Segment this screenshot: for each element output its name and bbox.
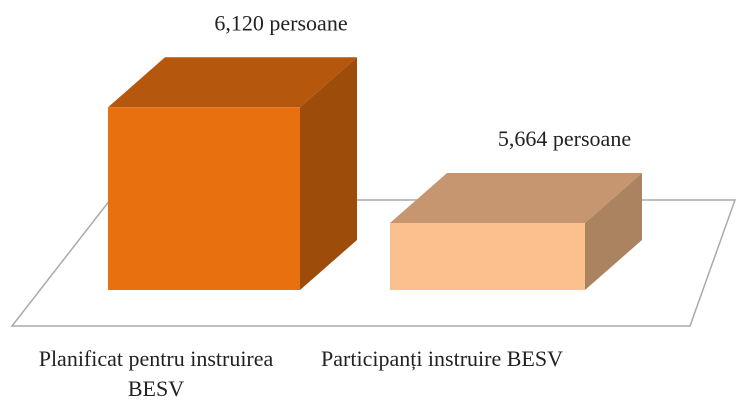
bar-top	[390, 173, 642, 224]
x-tick-label: Planificat pentru instruirea BESV	[38, 346, 274, 401]
data-label: 6,120 persoane	[214, 10, 347, 35]
bar-side	[300, 57, 357, 290]
bar-side	[585, 173, 642, 290]
bar-top	[108, 57, 357, 108]
data-label: 5,664 persoane	[498, 126, 631, 151]
bar	[108, 107, 300, 290]
bar	[390, 223, 585, 290]
x-tick-label: Participanți instruire BESV	[321, 346, 563, 371]
